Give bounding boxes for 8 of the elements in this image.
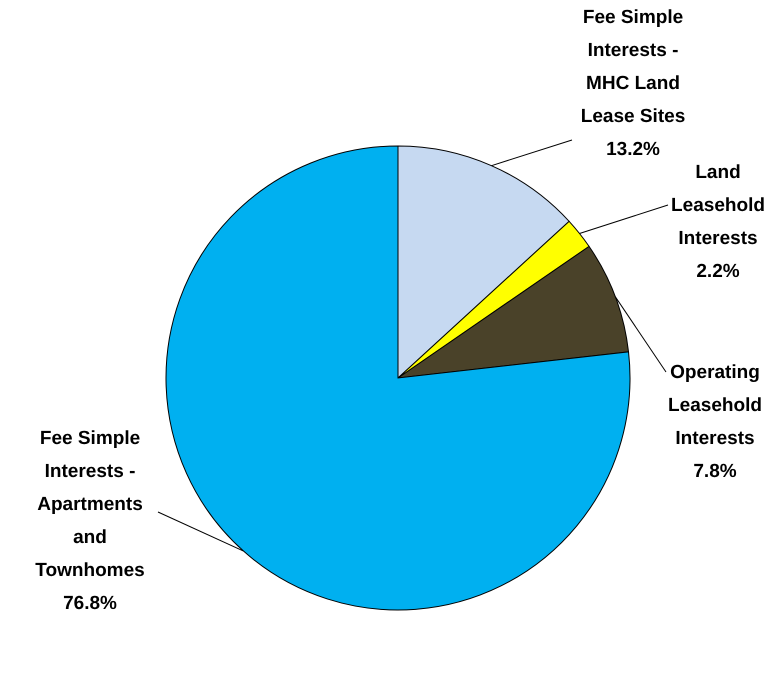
data-label: 13.2%: [606, 139, 660, 160]
slice-label: Fee Simple Interests - MHC Land Lease Sites: [580, 7, 686, 127]
data-label: 76.8%: [63, 593, 118, 614]
slice-label: Fee Simple Interests - Apartments and Townhomes: [35, 428, 145, 581]
data-label: 2.2%: [696, 261, 740, 282]
slice-label: Land Leasehold Interests: [671, 162, 765, 249]
data-label: 7.8%: [693, 461, 737, 482]
slice-label: Operating Leasehold Interests: [668, 362, 762, 449]
